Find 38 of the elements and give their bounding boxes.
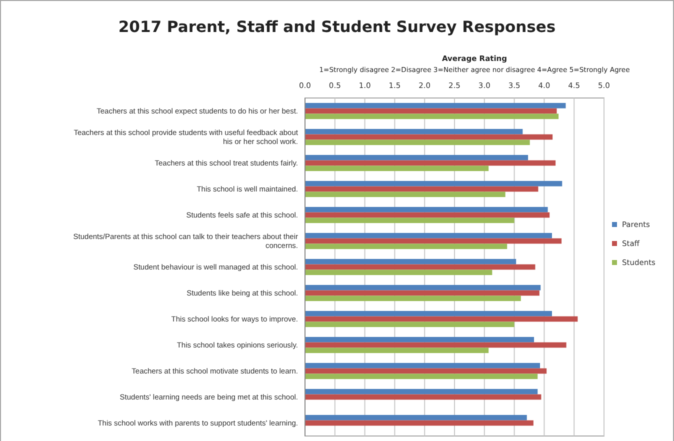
bar	[305, 362, 540, 368]
bar	[305, 290, 540, 296]
bar	[305, 128, 523, 134]
bar	[305, 232, 552, 238]
bar	[305, 140, 530, 146]
bar	[305, 154, 528, 160]
bar	[305, 108, 557, 114]
bar	[305, 160, 556, 166]
bar	[305, 114, 559, 120]
bar	[305, 388, 538, 394]
bar	[305, 342, 566, 348]
bar	[305, 166, 489, 172]
bar	[305, 394, 542, 400]
bar	[305, 348, 489, 354]
bar	[305, 134, 553, 140]
bar	[305, 296, 521, 302]
bar	[305, 212, 550, 218]
bar	[305, 192, 506, 198]
bar	[305, 374, 538, 380]
bar	[305, 180, 562, 186]
bar	[305, 264, 536, 270]
bar	[305, 284, 541, 290]
bar	[305, 310, 552, 316]
bar	[305, 420, 534, 426]
bar	[305, 258, 516, 264]
bar	[305, 316, 578, 322]
bar	[305, 368, 547, 374]
bar	[305, 206, 548, 212]
bar	[305, 244, 508, 250]
bar	[305, 336, 534, 342]
bar	[305, 270, 492, 276]
bar	[305, 102, 566, 108]
bar	[305, 186, 538, 192]
chart-title: 2017 Parent, Staff and Student Survey Responses	[118, 18, 556, 36]
bar	[305, 322, 514, 328]
bar	[305, 218, 514, 224]
bar	[305, 414, 527, 420]
bar	[305, 238, 562, 244]
